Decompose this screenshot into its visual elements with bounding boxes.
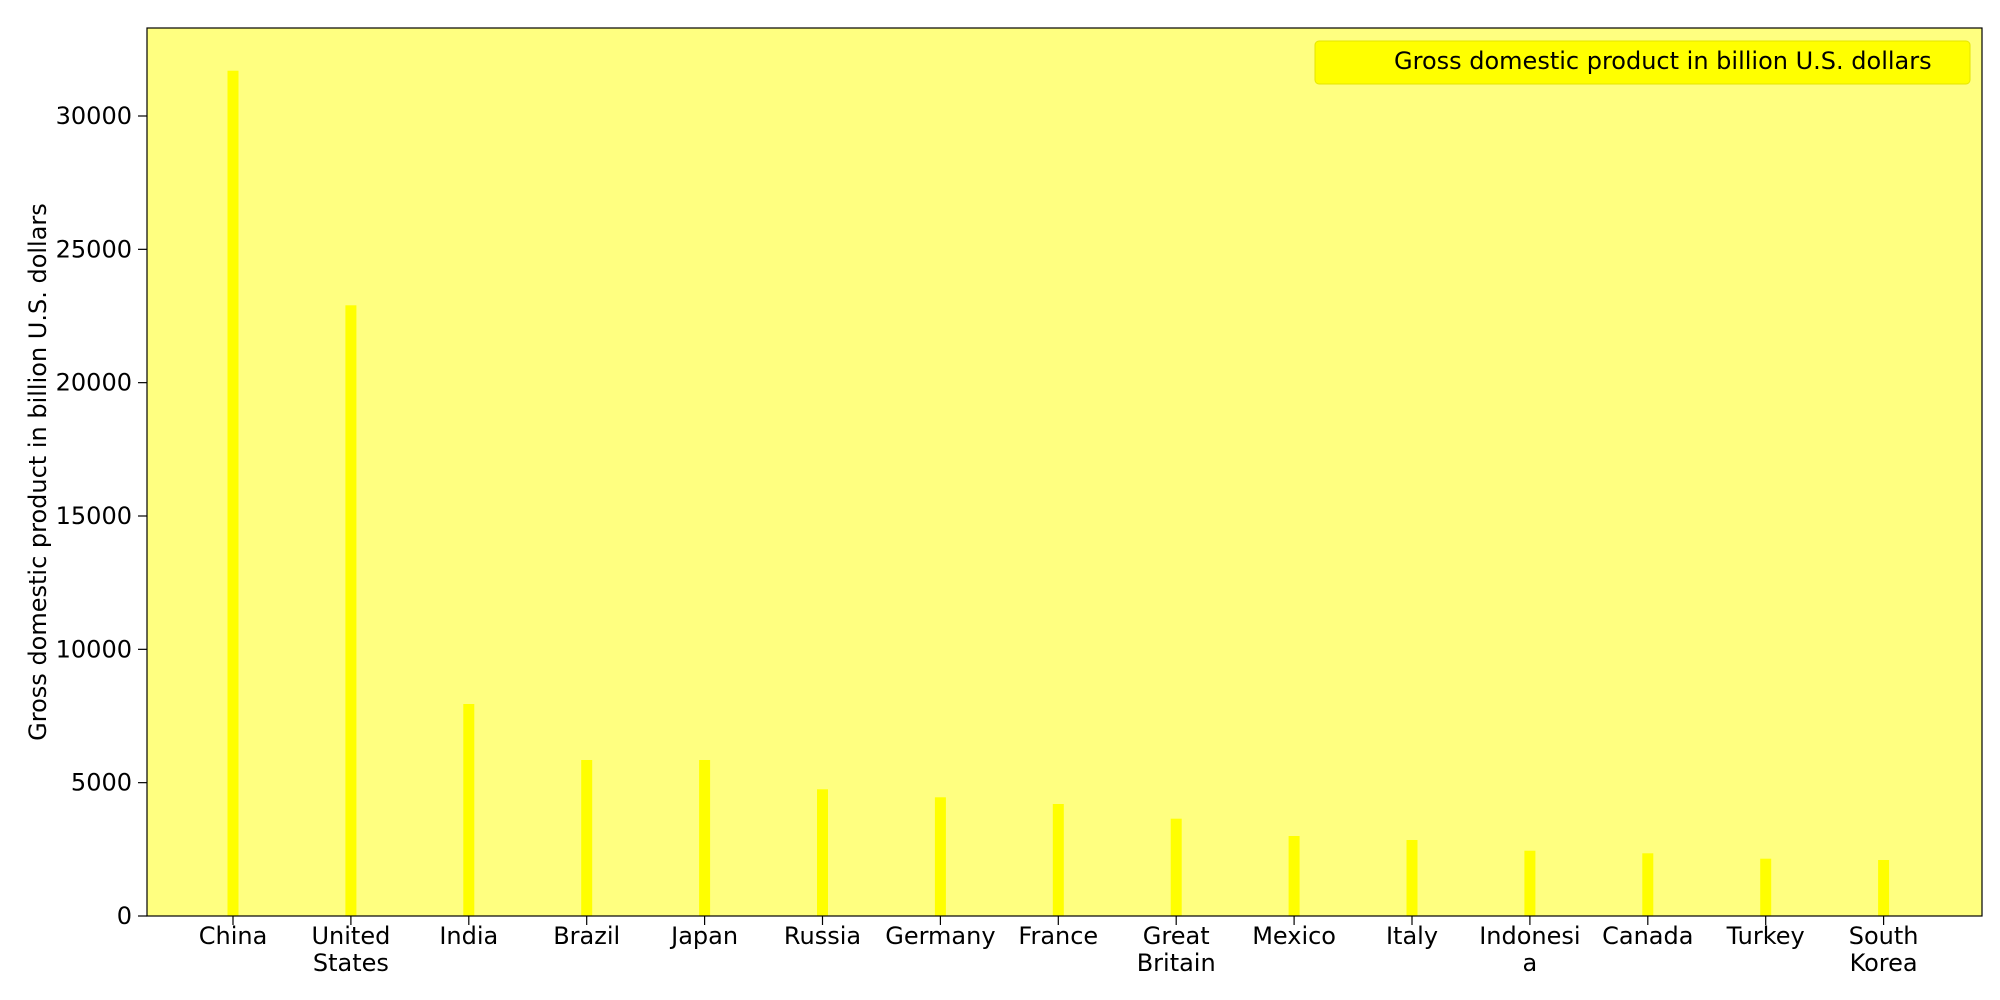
- bar-south-korea: [1878, 860, 1890, 916]
- legend-swatch: [1327, 52, 1372, 73]
- y-tick-label: 30000: [56, 102, 132, 130]
- x-tick-label: Italy: [1386, 922, 1438, 950]
- x-tick-label: Japan: [669, 922, 738, 950]
- x-tick-label: Canada: [1602, 922, 1693, 950]
- bar-france: [1052, 804, 1064, 916]
- bar-japan: [699, 760, 711, 916]
- y-tick-label: 25000: [56, 235, 132, 263]
- bar-india: [463, 704, 475, 916]
- y-tick-label: 20000: [56, 369, 132, 397]
- y-tick-label: 15000: [56, 502, 132, 530]
- legend-box: [1314, 40, 1971, 85]
- plot-frame: [146, 27, 1983, 917]
- x-tick-label: France: [1018, 922, 1098, 950]
- bars-group: [227, 70, 1890, 916]
- y-axis-label: Gross domestic product in billion U.S. d…: [24, 203, 52, 741]
- x-tick-label: Indonesi a: [1479, 922, 1580, 977]
- bar-china: [227, 70, 239, 916]
- bar-germany: [934, 797, 946, 916]
- bar-turkey: [1760, 858, 1772, 916]
- legend-label: Gross domestic product in billion U.S. d…: [1394, 47, 1932, 75]
- y-axis: 0 5000 10000 15000 20000 25000 30000: [56, 102, 147, 930]
- y-tick-label: 5000: [71, 769, 132, 797]
- bar-canada: [1642, 853, 1654, 916]
- bar-russia: [817, 789, 828, 916]
- legend: Gross domestic product in billion U.S. d…: [1314, 40, 1971, 85]
- bar-united-states: [345, 305, 357, 916]
- x-tick-label: Great Britain: [1137, 922, 1216, 977]
- y-tick-label: 0: [117, 902, 132, 930]
- x-tick-label: Mexico: [1252, 922, 1336, 950]
- x-tick-label: Germany: [885, 922, 995, 950]
- x-tick-label: South Korea: [1849, 922, 1919, 977]
- bar-indonesi-a: [1524, 850, 1536, 916]
- y-tick-label: 10000: [56, 635, 132, 663]
- bar-brazil: [581, 760, 593, 916]
- x-tick-label: Russia: [784, 922, 861, 950]
- bar-mexico: [1288, 836, 1300, 916]
- bar-great-britain: [1170, 818, 1182, 916]
- plot-area: [147, 28, 1982, 916]
- x-tick-label: United States: [311, 922, 390, 977]
- x-tick-label: Brazil: [553, 922, 620, 950]
- bar-italy: [1406, 840, 1418, 916]
- x-tick-label: India: [439, 922, 498, 950]
- x-tick-label: China: [199, 922, 268, 950]
- x-axis: China United States India Brazil Japan Russia G…: [199, 916, 1919, 977]
- x-tick-label: Turkey: [1726, 922, 1805, 950]
